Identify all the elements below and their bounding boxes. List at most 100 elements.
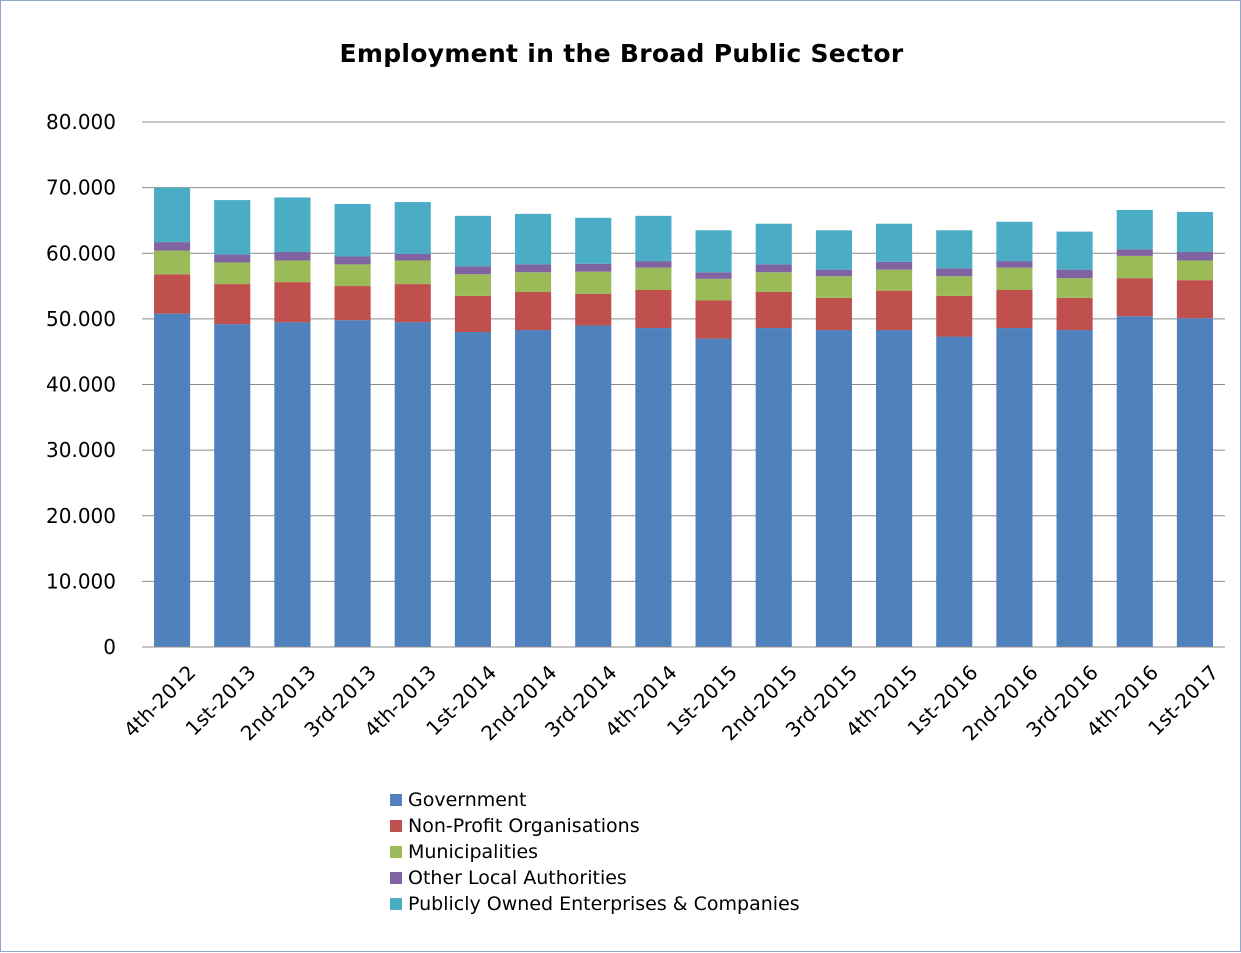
bar-segment-other-local-authorities xyxy=(1056,269,1093,279)
bar-stack-3rd-2014 xyxy=(575,217,612,647)
bar-segment-non-profit-organisations xyxy=(454,295,491,332)
bar-segment-non-profit-organisations xyxy=(394,284,431,323)
bar-segment-other-local-authorities xyxy=(454,266,491,275)
legend-swatch xyxy=(390,898,402,910)
legend-label: Non-Profit Organisations xyxy=(408,815,640,837)
bar-stack-3rd-2015 xyxy=(815,230,852,647)
bar-stack-3rd-2016 xyxy=(1056,231,1093,647)
legend-item: Other Local Authorities xyxy=(390,865,800,891)
bar-stack-4th-2012 xyxy=(154,187,191,647)
bar-segment-government xyxy=(1116,316,1153,647)
bar-segment-other-local-authorities xyxy=(996,261,1033,268)
bar-segment-municipalities xyxy=(154,250,191,275)
bar-segment-publicly-owned-enterprises-companies xyxy=(996,221,1033,262)
legend-swatch xyxy=(390,846,402,858)
bar-segment-non-profit-organisations xyxy=(1056,297,1093,331)
bar-segment-publicly-owned-enterprises-companies xyxy=(274,197,311,252)
bar-stack-1st-2014 xyxy=(454,215,491,647)
bar-segment-government xyxy=(515,330,552,647)
legend-item: Non-Profit Organisations xyxy=(390,813,800,839)
bar-stack-1st-2017 xyxy=(1176,211,1213,647)
legend-swatch xyxy=(390,820,402,832)
bar-segment-publicly-owned-enterprises-companies xyxy=(1056,231,1093,270)
bar-segment-non-profit-organisations xyxy=(154,274,191,314)
bar-segment-non-profit-organisations xyxy=(515,291,552,331)
bar-segment-government xyxy=(394,322,431,647)
bar-segment-publicly-owned-enterprises-companies xyxy=(214,200,251,255)
bar-segment-publicly-owned-enterprises-companies xyxy=(575,217,612,264)
bar-segment-non-profit-organisations xyxy=(575,293,612,326)
legend: Government Non-Profit Organisations Munici… xyxy=(390,787,800,917)
bar-segment-government xyxy=(695,338,732,647)
bar-segment-government xyxy=(454,332,491,647)
bar-segment-non-profit-organisations xyxy=(1176,280,1213,319)
bar-segment-other-local-authorities xyxy=(394,253,431,261)
bar-segment-non-profit-organisations xyxy=(635,290,672,329)
bar-segment-municipalities xyxy=(334,264,371,287)
y-tick-label: 30.000 xyxy=(46,438,116,462)
bar-segment-other-local-authorities xyxy=(635,261,672,268)
gridlines xyxy=(142,121,1225,582)
legend-label: Publicly Owned Enterprises & Companies xyxy=(408,893,800,915)
y-tick-label: 80.000 xyxy=(46,110,116,134)
bar-segment-non-profit-organisations xyxy=(815,297,852,331)
x-axis-labels: 4th-20121st-20132nd-20133rd-20134th-2013… xyxy=(119,660,1223,745)
bars xyxy=(154,187,1213,647)
bar-segment-other-local-authorities xyxy=(695,272,732,279)
bar-segment-other-local-authorities xyxy=(154,242,191,251)
bar-segment-other-local-authorities xyxy=(1176,251,1213,261)
legend-swatch xyxy=(390,794,402,806)
bar-segment-municipalities xyxy=(1116,255,1153,279)
bar-stack-1st-2013 xyxy=(214,200,251,647)
bar-segment-non-profit-organisations xyxy=(214,284,251,325)
bar-segment-municipalities xyxy=(996,267,1033,290)
bar-segment-other-local-authorities xyxy=(214,254,251,263)
y-tick-label: 20.000 xyxy=(46,504,116,528)
bar-segment-publicly-owned-enterprises-companies xyxy=(936,230,973,269)
bar-segment-municipalities xyxy=(695,278,732,301)
bar-segment-government xyxy=(274,322,311,647)
bar-segment-publicly-owned-enterprises-companies xyxy=(1176,211,1213,252)
bar-segment-municipalities xyxy=(635,267,672,290)
bar-segment-publicly-owned-enterprises-companies xyxy=(695,230,732,273)
bar-segment-publicly-owned-enterprises-companies xyxy=(394,202,431,254)
bar-stack-4th-2015 xyxy=(876,223,913,647)
bar-segment-government xyxy=(996,328,1033,647)
bar-segment-government xyxy=(876,330,913,647)
bar-segment-publicly-owned-enterprises-companies xyxy=(635,215,672,262)
y-tick-label: 60.000 xyxy=(46,241,116,265)
bar-segment-municipalities xyxy=(214,262,251,285)
legend-swatch xyxy=(390,872,402,884)
bar-segment-other-local-authorities xyxy=(936,268,973,277)
y-tick-label: 10.000 xyxy=(46,569,116,593)
bar-segment-municipalities xyxy=(1176,260,1213,281)
bar-segment-other-local-authorities xyxy=(755,264,792,273)
bar-segment-government xyxy=(154,313,191,647)
bar-segment-municipalities xyxy=(515,272,552,292)
bar-stack-2nd-2013 xyxy=(274,197,311,647)
bar-segment-municipalities xyxy=(815,276,852,298)
bar-segment-non-profit-organisations xyxy=(876,290,913,331)
bar-segment-other-local-authorities xyxy=(274,251,311,261)
bar-segment-publicly-owned-enterprises-companies xyxy=(755,223,792,265)
bar-segment-government xyxy=(575,325,612,647)
bar-segment-non-profit-organisations xyxy=(755,291,792,329)
bar-segment-government xyxy=(755,328,792,647)
legend-item: Municipalities xyxy=(390,839,800,865)
y-tick-label: 50.000 xyxy=(46,307,116,331)
bar-segment-other-local-authorities xyxy=(515,264,552,273)
bar-segment-government xyxy=(1176,318,1213,647)
bar-stack-4th-2016 xyxy=(1116,209,1153,647)
bar-segment-non-profit-organisations xyxy=(274,282,311,323)
bar-segment-government xyxy=(635,328,672,647)
bar-segment-non-profit-organisations xyxy=(334,286,371,321)
bar-segment-publicly-owned-enterprises-companies xyxy=(515,213,552,265)
bar-segment-municipalities xyxy=(454,274,491,296)
bar-stack-4th-2013 xyxy=(394,202,431,647)
bar-segment-publicly-owned-enterprises-companies xyxy=(454,215,491,267)
legend-label: Municipalities xyxy=(408,841,539,863)
bar-segment-municipalities xyxy=(575,271,612,294)
bar-stack-1st-2016 xyxy=(936,230,973,647)
